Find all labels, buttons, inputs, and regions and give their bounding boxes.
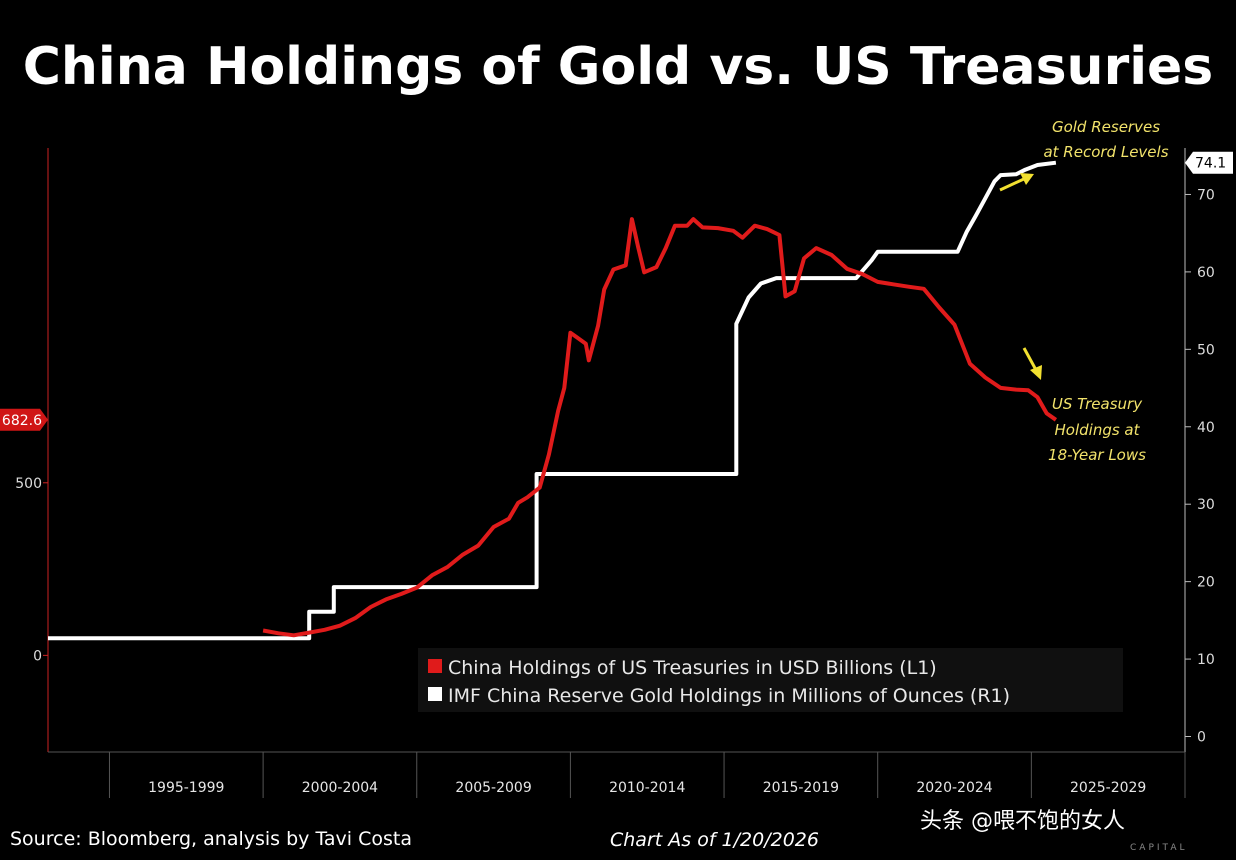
x-tick-label: 2010-2014 [609, 780, 685, 796]
legend-swatch-gold [428, 687, 442, 701]
x-tick-label: 2005-2009 [455, 780, 531, 796]
left-tick-label: 500 [15, 476, 42, 492]
annotation-treasury-arrowhead [1030, 365, 1042, 380]
source-note: Source: Bloomberg, analysis by Tavi Cost… [10, 828, 412, 850]
annotation-treasury-line-3: 18-Year Lows [1048, 446, 1146, 464]
annotation-gold-arrow [999, 176, 1027, 192]
right-tick-label: 40 [1197, 420, 1215, 436]
chart-title: China Holdings of Gold vs. US Treasuries [23, 37, 1214, 97]
x-tick-label: 2015-2019 [763, 780, 839, 796]
right-tick-label: 50 [1197, 342, 1215, 358]
annotation-treasury: US Treasury Holdings at 18-Year Lows [1022, 347, 1146, 464]
watermark-logo-text: CAPITAL [1130, 843, 1188, 853]
x-tick-label: 2025-2029 [1070, 780, 1146, 796]
x-tick-label: 2020-2024 [916, 780, 992, 796]
left-last-value-flag: 682.6 [0, 408, 48, 431]
annotation-treasury-line-2: Holdings at [1055, 421, 1141, 439]
right-last-value-flag: 74.1 [1185, 151, 1233, 174]
legend-box [418, 648, 1123, 712]
annotation-gold: Gold Reserves at Record Levels [999, 118, 1169, 192]
right-last-value-label: 74.1 [1195, 156, 1226, 172]
annotation-gold-line-2: at Record Levels [1043, 143, 1168, 161]
right-tick-label: 20 [1197, 575, 1215, 591]
legend: China Holdings of US Treasuries in USD B… [418, 648, 1123, 712]
as-of-date: Chart As of 1/20/2026 [610, 829, 819, 851]
left-last-value-label: 682.6 [2, 413, 42, 429]
x-tick-label: 2000-2004 [302, 780, 378, 796]
right-tick-label: 70 [1197, 187, 1215, 203]
x-axis-ticks: 1995-1999 2000-2004 2005-2009 2010-2014 2015… [108, 752, 1186, 798]
series-gold-holdings [48, 160, 1057, 641]
legend-swatch-treasury [428, 659, 442, 673]
annotation-gold-line-1: Gold Reserves [1052, 118, 1160, 136]
right-tick-label: 10 [1197, 652, 1215, 668]
left-axis-ticks: 0 500 [15, 476, 48, 664]
legend-label-treasury: China Holdings of US Treasuries in USD B… [448, 657, 937, 679]
right-tick-label: 0 [1197, 730, 1206, 746]
right-tick-label: 60 [1197, 265, 1215, 281]
annotation-gold-arrowhead [1020, 173, 1034, 185]
right-tick-label: 30 [1197, 497, 1215, 513]
left-tick-label: 0 [33, 648, 42, 664]
series-treasury-holdings [262, 217, 1058, 638]
legend-label-gold: IMF China Reserve Gold Holdings in Milli… [448, 685, 1010, 707]
annotation-treasury-arrow [1022, 347, 1038, 371]
x-tick-label: 1995-1999 [148, 780, 224, 796]
right-axis-ticks: 0 10 20 30 40 50 60 70 [1185, 187, 1215, 746]
annotation-treasury-line-1: US Treasury [1052, 395, 1143, 413]
watermark-text: 头条 @喂不饱的女人 [920, 809, 1125, 834]
